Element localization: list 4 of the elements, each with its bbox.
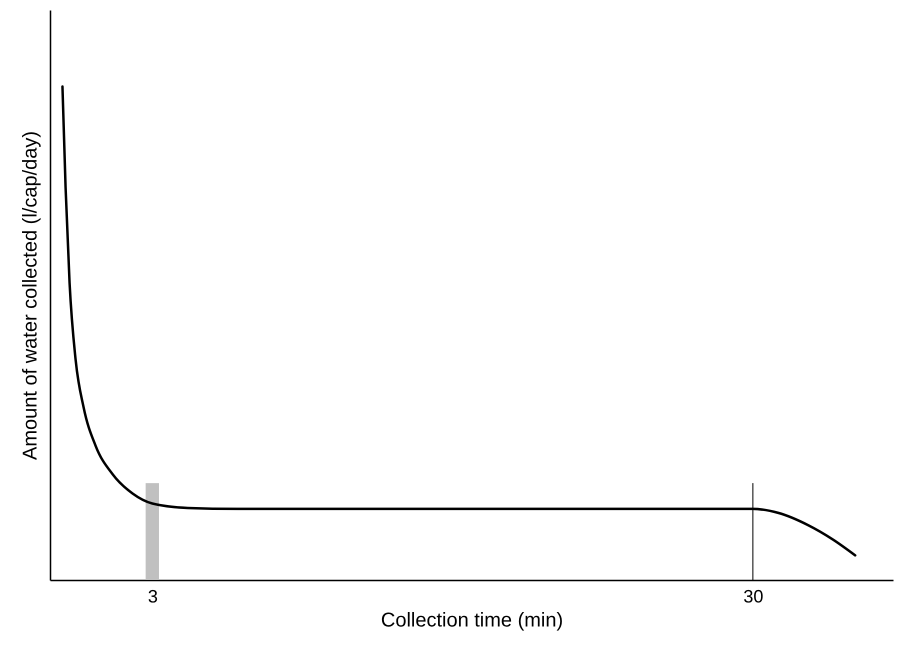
x-tick-label: 3: [148, 586, 158, 606]
x-axis-title: Collection time (min): [380, 610, 564, 632]
y-axis-title: Amount of water collected (l/cap/day): [20, 130, 42, 460]
x-tick-label: 30: [743, 586, 764, 606]
